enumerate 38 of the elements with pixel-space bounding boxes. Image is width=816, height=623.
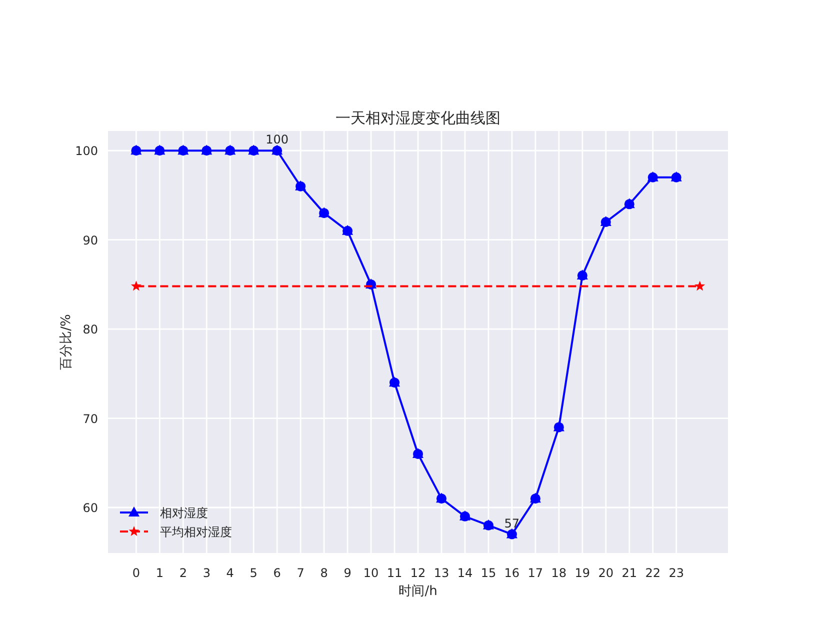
- x-tick-label: 1: [156, 566, 164, 580]
- x-tick-label: 12: [410, 566, 426, 580]
- y-tick-label: 70: [82, 412, 98, 426]
- x-tick-label: 4: [226, 566, 234, 580]
- y-tick-label: 60: [82, 501, 98, 515]
- x-tick-label: 15: [480, 566, 496, 580]
- legend-label: 平均相对湿度: [160, 525, 232, 539]
- x-tick-label: 20: [598, 566, 614, 580]
- x-tick-label: 19: [574, 566, 590, 580]
- annotation: 100: [266, 132, 289, 147]
- y-axis-title: 百分比/%: [59, 314, 74, 370]
- legend-label: 相对湿度: [160, 506, 208, 520]
- x-tick-label: 3: [202, 566, 210, 580]
- y-tick-label: 90: [82, 233, 98, 248]
- x-tick-label: 13: [434, 566, 450, 580]
- x-tick-label: 6: [273, 566, 281, 580]
- chart-title: 一天相对湿度变化曲线图: [336, 109, 500, 127]
- x-tick-label: 23: [668, 566, 684, 580]
- x-tick-label: 11: [386, 566, 402, 580]
- x-tick-label: 5: [250, 566, 258, 580]
- point: [694, 280, 706, 291]
- x-tick-label: 16: [504, 566, 520, 580]
- x-tick-label: 17: [528, 566, 544, 580]
- x-tick-label: 8: [320, 566, 328, 580]
- annotation: 57: [504, 516, 520, 530]
- x-tick-label: 10: [363, 566, 379, 580]
- x-axis-title: 时间/h: [398, 584, 438, 599]
- x-tick-label: 21: [622, 566, 638, 580]
- x-tick-label: 14: [457, 566, 473, 580]
- x-tick-label: 22: [645, 566, 660, 580]
- x-tick-label: 2: [179, 566, 187, 580]
- y-tick-label: 100: [75, 144, 98, 158]
- y-tick-label: 80: [82, 322, 98, 337]
- x-tick-label: 9: [344, 566, 352, 580]
- point: [130, 280, 142, 291]
- x-tick-label: 18: [551, 566, 567, 580]
- x-tick-label: 7: [296, 566, 304, 580]
- x-tick-label: 0: [132, 566, 140, 580]
